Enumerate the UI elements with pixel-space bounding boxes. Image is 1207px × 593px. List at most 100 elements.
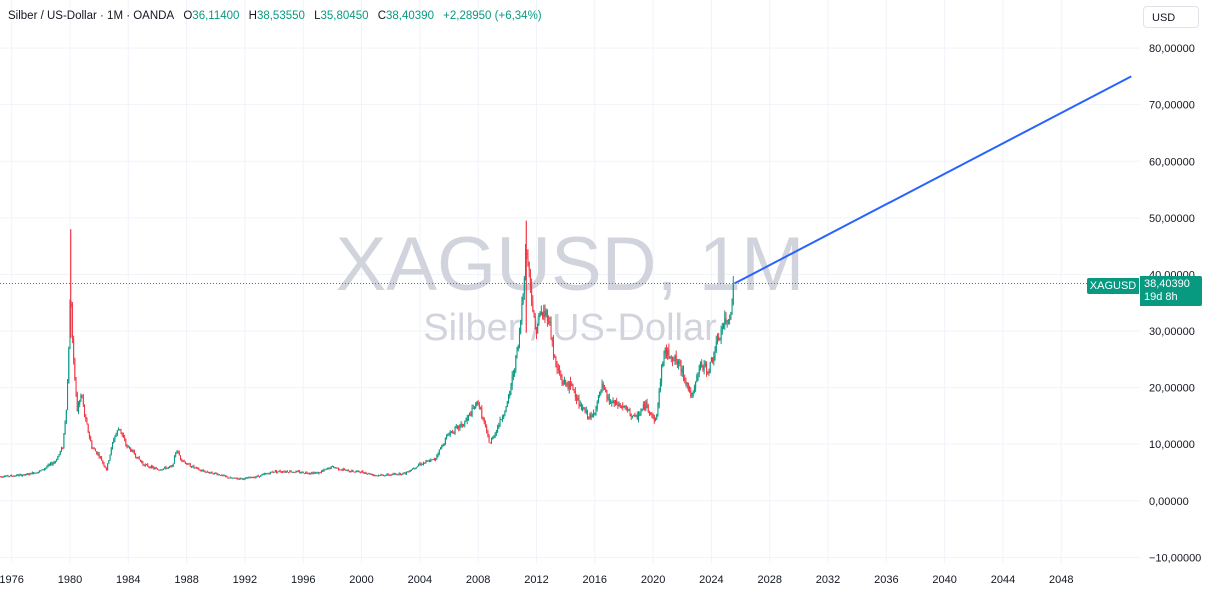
candle-body: [215, 472, 217, 474]
candle-body: [497, 426, 499, 432]
candle-body: [650, 412, 652, 415]
candle-body: [548, 320, 550, 323]
candle-body: [655, 418, 657, 422]
candle-body: [605, 389, 607, 393]
chart-canvas[interactable]: XAGUSD, 1M Silber / US-Dollar: [0, 0, 1140, 563]
candle-body: [415, 467, 417, 469]
candle-body: [634, 414, 636, 416]
close-label: C: [377, 10, 386, 22]
candle-body: [344, 469, 346, 471]
candle-body: [395, 473, 397, 475]
candle-body: [99, 456, 101, 458]
price-axis[interactable]: 80,0000070,0000060,0000050,0000040,00000…: [1140, 0, 1207, 563]
symbol-title[interactable]: Silber / US-Dollar · 1M · OANDA: [8, 10, 175, 22]
candle-body: [14, 475, 16, 477]
candle-body: [476, 401, 478, 403]
candle-body: [425, 460, 427, 463]
time-axis[interactable]: 1976 1980 1984 1988 1992 1996 2000 2004 2008 2012…: [0, 563, 1140, 593]
candle-body: [597, 395, 599, 403]
candle-body: [544, 310, 546, 316]
candle-body: [329, 467, 331, 469]
candle-body: [221, 474, 223, 476]
candle-body: [75, 379, 77, 394]
candle-body: [613, 400, 615, 404]
candle-body: [283, 471, 285, 473]
candle-body: [364, 472, 366, 474]
candle-body: [166, 467, 168, 469]
candle-body: [475, 402, 477, 409]
candle-body: [610, 402, 612, 404]
candle-body: [590, 413, 592, 418]
candle-body: [164, 467, 166, 469]
time-tick-label: 2004: [408, 574, 432, 586]
candle-body: [698, 365, 700, 373]
candle-body: [370, 474, 372, 476]
candle-body: [371, 474, 373, 476]
candle-body: [578, 398, 580, 407]
candle-body: [555, 356, 557, 366]
candle-body: [584, 409, 586, 413]
candle-body: [102, 460, 104, 463]
candle-body: [54, 461, 56, 463]
candle-body: [446, 436, 448, 439]
candle-body: [60, 447, 62, 452]
candle-body: [374, 474, 376, 476]
candle-body: [472, 407, 474, 409]
candle-body: [413, 468, 415, 470]
candle-body: [470, 413, 472, 416]
candle-body: [262, 474, 264, 476]
time-tick-label: 1984: [116, 574, 140, 586]
candle-body: [640, 410, 642, 415]
candle-body: [427, 460, 429, 462]
candle-body: [487, 430, 489, 437]
candle-body: [249, 477, 251, 479]
candle-body: [257, 475, 259, 477]
candle-body: [153, 467, 155, 469]
candle-body: [511, 375, 513, 387]
candle-body: [562, 381, 564, 385]
candle-body: [149, 466, 151, 469]
candle-body: [50, 463, 52, 465]
candle-body: [205, 471, 207, 473]
candle-body: [275, 470, 277, 473]
price-tick-label: 60,00000: [1149, 156, 1195, 168]
candle-body: [454, 426, 456, 433]
trendline[interactable]: [733, 75, 1132, 285]
candle-body: [489, 442, 491, 444]
candle-body: [630, 414, 632, 417]
candle-body: [114, 436, 116, 440]
candle-body: [422, 462, 424, 465]
candle-body: [26, 473, 28, 475]
candle-body: [642, 404, 644, 409]
candle-body: [118, 429, 120, 431]
candle-body: [463, 424, 465, 427]
candle-body: [506, 401, 508, 407]
candle-body: [94, 449, 96, 452]
candle-body: [311, 472, 313, 474]
candle-body: [616, 400, 618, 406]
candle-body: [492, 436, 494, 440]
candle-body: [600, 391, 602, 393]
candle-body: [712, 357, 714, 362]
candle-body: [250, 476, 252, 478]
candle-body: [88, 432, 90, 438]
candle-body: [192, 465, 194, 468]
candle-body: [359, 472, 361, 474]
candle-body: [302, 471, 304, 474]
currency-button[interactable]: USD: [1143, 6, 1199, 28]
candle-body: [723, 324, 725, 328]
candle-body: [576, 397, 578, 401]
candle-body: [301, 471, 303, 473]
candle-body: [37, 471, 39, 473]
candle-body: [130, 448, 132, 452]
candle-body: [184, 461, 186, 464]
candle-body: [115, 433, 117, 437]
candle-body: [290, 470, 292, 473]
time-tick-label: 1976: [0, 574, 24, 586]
candle-body: [342, 469, 344, 471]
candle-body: [16, 474, 18, 476]
price-tick-label: 70,00000: [1149, 100, 1195, 112]
price-tick-label: −10,00000: [1149, 552, 1201, 563]
candle-body: [51, 463, 53, 465]
candle-body: [449, 432, 451, 435]
